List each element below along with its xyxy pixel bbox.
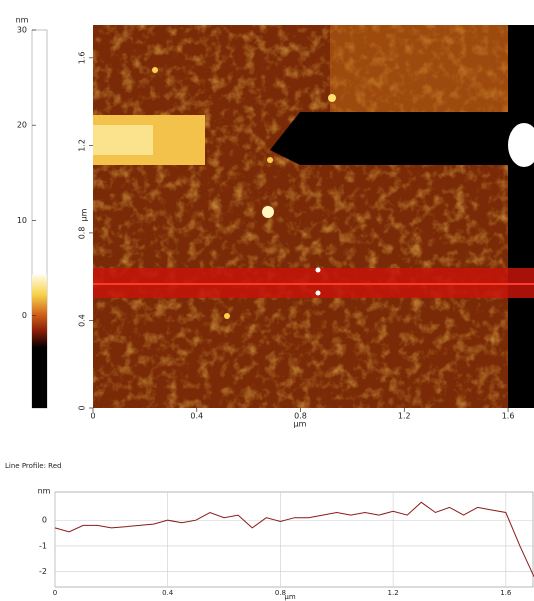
colorbar-tick-label: 10 xyxy=(17,216,27,225)
y-tick-label: 0 xyxy=(42,516,47,525)
plot-frame xyxy=(54,491,534,588)
colorbar-tick-label: 30 xyxy=(17,26,27,35)
y-tick-label: -1 xyxy=(39,541,47,550)
x-tick-label: 0.8 xyxy=(294,412,307,421)
profile-line xyxy=(54,501,534,577)
x-tick-label: 1.6 xyxy=(502,412,515,421)
y-tick-label: 1.6 xyxy=(78,51,87,64)
x-tick-label: 1.2 xyxy=(388,589,399,597)
y-tick-label: -2 xyxy=(39,567,47,576)
x-tick-label: 0.8 xyxy=(275,589,286,597)
y-tick-label: 0.8 xyxy=(78,227,87,240)
x-tick-label: 1.6 xyxy=(500,589,512,597)
profile-y-label: nm xyxy=(38,487,51,496)
x-axis-label: µm xyxy=(284,593,295,601)
y-tick-label: 0.4 xyxy=(78,314,87,327)
colorbar-tick-label: 20 xyxy=(17,121,27,130)
x-tick-label: 0.4 xyxy=(190,412,203,421)
colorbar-gradient xyxy=(32,274,47,408)
y-tick-label: 0 xyxy=(78,405,87,410)
x-tick-label: 0 xyxy=(90,412,95,421)
y-axis-label: µm xyxy=(80,208,89,221)
x-tick-label: 0.4 xyxy=(162,589,174,597)
y-tick-label: 1.2 xyxy=(78,139,87,152)
x-tick-label: 0 xyxy=(53,589,57,597)
profile-title: Line Profile: Red xyxy=(5,462,61,470)
afm-image xyxy=(93,25,534,408)
x-tick-label: 1.2 xyxy=(398,412,411,421)
x-axis-label: µm xyxy=(294,420,307,429)
colorbar-tick-label: 0 xyxy=(22,311,27,320)
colorbar-unit: nm xyxy=(16,16,29,25)
